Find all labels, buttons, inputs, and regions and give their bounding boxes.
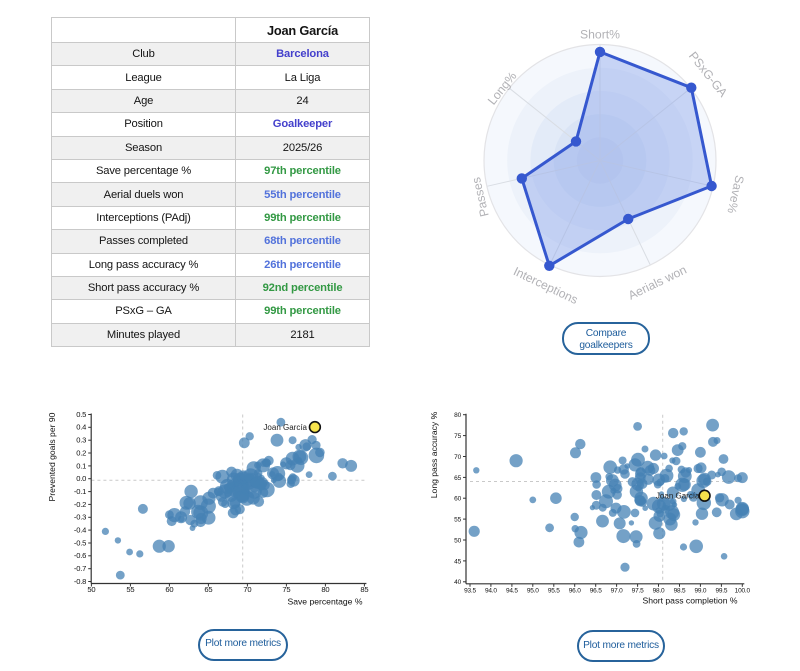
svg-text:95.5: 95.5 xyxy=(548,587,560,594)
svg-text:85: 85 xyxy=(360,585,368,594)
svg-text:-0.7: -0.7 xyxy=(74,564,86,573)
svg-text:75: 75 xyxy=(282,585,290,594)
svg-text:-0.8: -0.8 xyxy=(74,577,86,586)
svg-text:55: 55 xyxy=(454,517,461,524)
svg-text:0.3: 0.3 xyxy=(76,436,86,445)
svg-text:0.5: 0.5 xyxy=(76,410,86,419)
svg-text:50: 50 xyxy=(87,585,95,594)
svg-text:0.1: 0.1 xyxy=(76,461,86,470)
svg-text:Save percentage %: Save percentage % xyxy=(287,597,362,607)
svg-text:99.0: 99.0 xyxy=(694,587,706,594)
svg-text:55: 55 xyxy=(126,585,134,594)
svg-text:60: 60 xyxy=(165,585,173,594)
svg-text:Joan García: Joan García xyxy=(263,423,307,432)
svg-text:Short%: Short% xyxy=(580,28,620,42)
svg-text:50: 50 xyxy=(454,537,461,544)
svg-text:Prevented goals per 90: Prevented goals per 90 xyxy=(47,412,57,501)
svg-text:96.5: 96.5 xyxy=(590,587,602,594)
svg-text:-0.1: -0.1 xyxy=(74,487,86,496)
svg-text:60: 60 xyxy=(454,496,461,503)
svg-text:-0.5: -0.5 xyxy=(74,538,86,547)
svg-text:65: 65 xyxy=(454,475,461,482)
svg-text:97.5: 97.5 xyxy=(632,587,644,594)
svg-text:94.5: 94.5 xyxy=(506,587,518,594)
svg-text:94.0: 94.0 xyxy=(485,587,497,594)
svg-text:75: 75 xyxy=(454,433,461,440)
svg-text:93.5: 93.5 xyxy=(464,587,476,594)
svg-text:0.2: 0.2 xyxy=(76,448,86,457)
svg-text:-0.6: -0.6 xyxy=(74,551,86,560)
svg-text:70: 70 xyxy=(243,585,251,594)
svg-text:100.0: 100.0 xyxy=(735,587,751,594)
svg-text:45: 45 xyxy=(454,558,461,565)
svg-text:97.0: 97.0 xyxy=(611,587,623,594)
svg-text:98.5: 98.5 xyxy=(674,587,686,594)
svg-text:98.0: 98.0 xyxy=(653,587,665,594)
svg-text:99.5: 99.5 xyxy=(715,587,727,594)
svg-text:-0.3: -0.3 xyxy=(74,513,86,522)
svg-text:65: 65 xyxy=(204,585,212,594)
svg-text:40: 40 xyxy=(454,579,461,586)
svg-text:Short pass completion %: Short pass completion % xyxy=(642,596,737,606)
svg-text:96.0: 96.0 xyxy=(569,587,581,594)
svg-text:Joan García: Joan García xyxy=(656,491,700,500)
svg-text:0.4: 0.4 xyxy=(76,423,86,432)
svg-text:-0.4: -0.4 xyxy=(74,526,86,535)
svg-text:Long pass accuracy %: Long pass accuracy % xyxy=(429,411,439,498)
svg-text:95.0: 95.0 xyxy=(527,587,539,594)
svg-text:80: 80 xyxy=(454,412,461,419)
svg-text:-0.2: -0.2 xyxy=(74,500,86,509)
svg-text:Save%: Save% xyxy=(724,174,746,215)
svg-text:80: 80 xyxy=(321,585,329,594)
svg-text:70: 70 xyxy=(454,454,461,461)
svg-text:0.0: 0.0 xyxy=(76,474,86,483)
